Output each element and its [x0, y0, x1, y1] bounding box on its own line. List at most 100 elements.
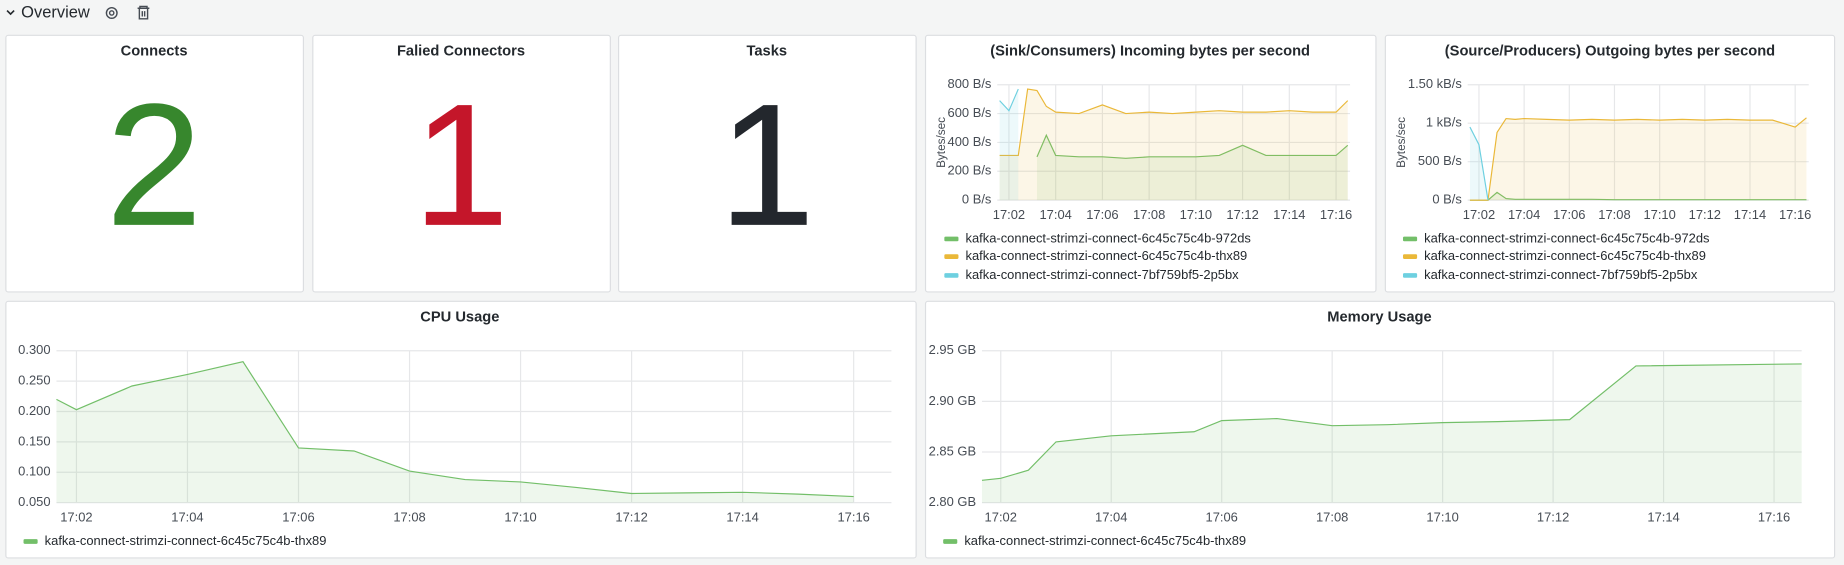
x-tick-label: 17:10 — [1180, 207, 1212, 222]
legend-label: kafka-connect-strimzi-connect-6c45c75c4b… — [45, 533, 327, 548]
panel-title: (Source/Producers) Outgoing bytes per se… — [1445, 44, 1775, 60]
y-tick-label: 0.100 — [18, 464, 50, 479]
x-tick-label: 17:02 — [1463, 207, 1495, 222]
y-tick-label: 0.150 — [18, 433, 50, 448]
area-fill — [56, 361, 854, 503]
area-fill — [1036, 135, 1348, 201]
legend-label: kafka-connect-strimzi-connect-6c45c75c4b… — [966, 230, 1251, 245]
legend-label: kafka-connect-strimzi-connect-6c45c75c4b… — [1424, 230, 1709, 245]
stat-value: 1 — [718, 67, 815, 262]
settings-icon[interactable] — [105, 6, 118, 19]
delete-icon[interactable] — [137, 5, 150, 20]
y-tick-label: 2.95 GB — [929, 342, 976, 357]
stat-title: Tasks — [746, 44, 787, 60]
y-tick-label: 400 B/s — [948, 134, 992, 149]
y-tick-label: 2.85 GB — [929, 443, 976, 458]
legend-swatch — [1402, 273, 1418, 278]
series-line — [981, 363, 1802, 481]
x-tick-label: 17:14 — [1734, 207, 1766, 222]
x-tick-label: 17:16 — [1779, 207, 1811, 222]
x-tick-label: 17:02 — [993, 207, 1025, 222]
stat-panel — [5, 34, 305, 293]
x-tick-label: 17:16 — [837, 509, 869, 524]
area-fill — [981, 363, 1802, 503]
legend-label: kafka-connect-strimzi-connect-6c45c75c4b… — [964, 533, 1246, 548]
y-tick-label: 1 kB/s — [1426, 115, 1462, 130]
x-tick-label: 17:16 — [1320, 207, 1352, 222]
graph-panel — [924, 300, 1836, 559]
area-fill — [1469, 127, 1489, 201]
series-line — [1469, 117, 1807, 201]
graph-panel — [924, 34, 1377, 293]
y-tick-label: 0 B/s — [962, 192, 991, 207]
x-tick-label: 17:06 — [282, 509, 314, 524]
legend-swatch — [944, 254, 959, 259]
x-tick-label: 17:10 — [1643, 207, 1675, 222]
x-tick-label: 17:12 — [615, 509, 647, 524]
panel-title: CPU Usage — [420, 310, 499, 326]
series-line — [1469, 191, 1807, 201]
y-axis-label: Bytes/sec — [935, 117, 948, 168]
y-axis-label: Bytes/sec — [1395, 117, 1408, 168]
x-tick-label: 17:14 — [1647, 509, 1679, 524]
y-tick-label: 800 B/s — [948, 76, 992, 91]
stat-panel — [617, 34, 917, 293]
legend-label: kafka-connect-strimzi-connect-7bf759bf5-… — [966, 267, 1240, 282]
y-tick-label: 0 B/s — [1432, 192, 1461, 207]
x-tick-label: 17:06 — [1553, 207, 1585, 222]
x-tick-label: 17:08 — [1316, 509, 1348, 524]
stat-panel — [312, 34, 611, 293]
x-tick-label: 17:02 — [60, 509, 92, 524]
x-tick-label: 17:04 — [171, 509, 203, 524]
legend-label: kafka-connect-strimzi-connect-7bf759bf5-… — [1424, 267, 1698, 282]
area-fill — [999, 89, 1019, 201]
panel-title: (Sink/Consumers) Incoming bytes per seco… — [990, 44, 1310, 60]
y-tick-label: 600 B/s — [948, 105, 992, 120]
x-tick-label: 17:10 — [504, 509, 536, 524]
x-tick-label: 17:06 — [1086, 207, 1118, 222]
stat-title: Falied Connectors — [397, 44, 525, 60]
legend-label: kafka-connect-strimzi-connect-6c45c75c4b… — [966, 248, 1248, 263]
area-fill — [1469, 192, 1807, 201]
series-line — [56, 361, 854, 498]
graph-panel — [5, 300, 917, 559]
x-tick-label: 17:14 — [1273, 207, 1305, 222]
area-fill — [1469, 117, 1807, 201]
stat-value: 2 — [106, 67, 203, 262]
series-line — [1036, 133, 1349, 159]
y-tick-label: 0.250 — [18, 373, 50, 388]
y-tick-label: 0.300 — [18, 342, 50, 357]
y-tick-label: 200 B/s — [948, 163, 992, 178]
area-fill — [999, 89, 1348, 201]
series-line — [999, 88, 1349, 156]
x-tick-label: 17:06 — [1206, 509, 1238, 524]
x-tick-label: 17:08 — [393, 509, 425, 524]
y-tick-label: 0.050 — [18, 494, 50, 509]
row-title[interactable]: Overview — [21, 3, 90, 21]
y-tick-label: 0.200 — [18, 403, 50, 418]
stat-title: Connects — [121, 44, 188, 60]
x-tick-label: 17:12 — [1689, 207, 1721, 222]
y-tick-label: 500 B/s — [1418, 153, 1462, 168]
legend-swatch — [23, 539, 38, 544]
y-tick-label: 2.90 GB — [929, 393, 976, 408]
panel-title: Memory Usage — [1327, 310, 1431, 326]
x-tick-label: 17:14 — [726, 509, 758, 524]
collapse-chevron[interactable] — [6, 10, 15, 16]
stat-value: 1 — [413, 67, 510, 262]
y-tick-label: 1.50 kB/s — [1408, 76, 1462, 91]
legend-swatch — [1402, 236, 1418, 242]
x-tick-label: 17:08 — [1598, 207, 1630, 222]
x-tick-label: 17:12 — [1226, 207, 1258, 222]
x-tick-label: 17:08 — [1133, 207, 1165, 222]
y-tick-label: 2.80 GB — [929, 494, 976, 509]
legend-swatch — [944, 236, 959, 242]
legend-swatch — [944, 273, 959, 278]
x-tick-label: 17:04 — [1508, 207, 1540, 222]
legend-label: kafka-connect-strimzi-connect-6c45c75c4b… — [1424, 248, 1706, 263]
legend-swatch — [943, 539, 958, 544]
series-line — [1469, 126, 1489, 201]
series-line — [999, 88, 1019, 112]
x-tick-label: 17:02 — [985, 509, 1017, 524]
